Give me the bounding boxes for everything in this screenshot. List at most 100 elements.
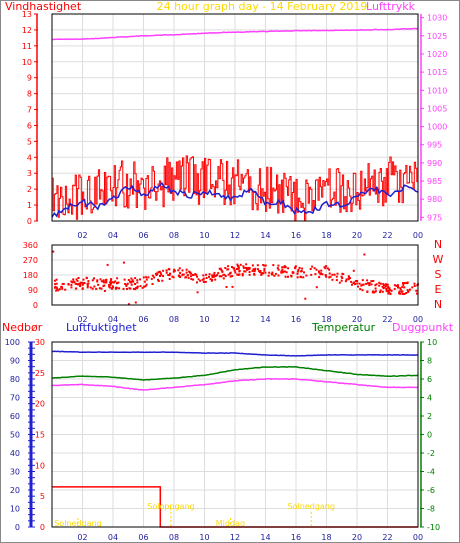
direction-point: [238, 269, 241, 272]
direction-point: [333, 273, 336, 276]
direction-point: [209, 278, 212, 281]
pressure-axis-tick: 995: [427, 141, 442, 150]
direction-point: [145, 278, 148, 281]
direction-point: [213, 275, 216, 278]
direction-point: [323, 266, 326, 269]
direction-point: [128, 303, 130, 306]
wind-axis-tick: 0: [27, 217, 32, 226]
direction-point: [162, 269, 165, 272]
direction-point: [331, 278, 334, 281]
direction-point: [273, 274, 276, 277]
direction-point: [91, 287, 94, 290]
direction-point: [100, 287, 103, 290]
pressure-axis-tick: 1000: [427, 123, 447, 132]
direction-point: [77, 277, 80, 279]
pressure-axis-tick: 1005: [427, 104, 447, 113]
direction-point: [98, 287, 101, 290]
direction-point: [282, 270, 285, 273]
direction-point: [326, 267, 329, 270]
direction-point: [285, 271, 288, 274]
direction-point: [393, 284, 396, 287]
direction-point: [397, 285, 399, 288]
direction-point: [132, 280, 135, 283]
direction-point: [179, 276, 182, 278]
direction-point: [372, 280, 375, 282]
humidity-axis-tick: 100: [5, 338, 20, 347]
direction-point: [106, 263, 109, 266]
pressure-axis-tick: 1015: [427, 68, 447, 77]
direction-point: [241, 274, 244, 277]
direction-point: [75, 283, 78, 285]
direction-point: [317, 270, 320, 273]
x-tick-label: 10: [199, 533, 209, 542]
direction-point: [284, 275, 287, 278]
x-tick-label: 20: [352, 533, 362, 542]
x-tick-label: 06: [138, 231, 148, 240]
direction-point: [356, 282, 359, 285]
direction-point: [236, 268, 239, 271]
direction-point: [299, 275, 302, 278]
direction-axis-tick: 0: [33, 301, 38, 310]
direction-point: [251, 264, 254, 267]
x-tick-label: 18: [321, 315, 331, 324]
compass-label: N: [434, 238, 442, 251]
direction-point: [353, 281, 356, 284]
direction-point: [390, 289, 393, 292]
direction-point: [116, 282, 118, 285]
direction-point: [379, 282, 382, 285]
wind-direction-frame: [51, 244, 419, 306]
pressure-axis-tick: 980: [427, 195, 442, 204]
direction-point: [252, 268, 255, 271]
direction-point: [188, 270, 191, 273]
direction-point: [242, 265, 245, 268]
direction-point: [108, 284, 111, 286]
x-tick-label: 08: [169, 533, 179, 542]
x-tick-label: 08: [169, 315, 179, 324]
x-tick-label: 22: [382, 533, 392, 542]
x-tick-label: 16: [291, 533, 301, 542]
direction-point: [399, 292, 402, 295]
x-tick-label: 14: [260, 231, 270, 240]
direction-point: [205, 277, 208, 279]
direction-point: [224, 275, 227, 277]
direction-point: [64, 288, 67, 291]
direction-point: [281, 266, 284, 269]
direction-point: [258, 271, 261, 273]
direction-point: [401, 285, 404, 288]
direction-point: [118, 287, 121, 290]
direction-point: [179, 271, 182, 274]
direction-point: [218, 275, 221, 278]
direction-point: [305, 274, 308, 277]
direction-point: [403, 286, 406, 289]
direction-point: [130, 277, 133, 280]
direction-point: [160, 273, 163, 276]
direction-point: [352, 269, 355, 272]
rain-axis-tick: 10: [35, 461, 45, 470]
direction-point: [340, 275, 343, 278]
x-tick-label: 00: [413, 315, 423, 324]
direction-point: [236, 263, 239, 266]
direction-point: [189, 272, 192, 275]
direction-point: [231, 266, 233, 268]
rain-axis-tick: 25: [35, 369, 45, 378]
direction-point: [389, 289, 392, 292]
direction-point: [81, 283, 84, 286]
wind-axis-tick: 11: [22, 42, 32, 51]
direction-point: [168, 278, 171, 280]
dewpoint-label: Duggpunkt: [392, 321, 454, 334]
direction-point: [387, 286, 390, 288]
temperature-series: [51, 365, 419, 381]
direction-point: [143, 280, 146, 283]
direction-point: [172, 270, 175, 273]
wind-axis-tick: 12: [22, 26, 32, 35]
direction-point: [227, 273, 230, 276]
humidity-axis-tick: 90: [10, 357, 20, 366]
temperature-axis-tick: -2: [427, 449, 435, 458]
direction-point: [130, 283, 133, 286]
direction-point: [190, 275, 193, 278]
pressure-axis-tick: 1025: [427, 32, 447, 41]
direction-point: [314, 273, 317, 276]
direction-point: [112, 286, 114, 289]
direction-point: [354, 280, 357, 282]
wind-pressure-panel: 0123456789101112139759809859909951000100…: [22, 10, 448, 240]
